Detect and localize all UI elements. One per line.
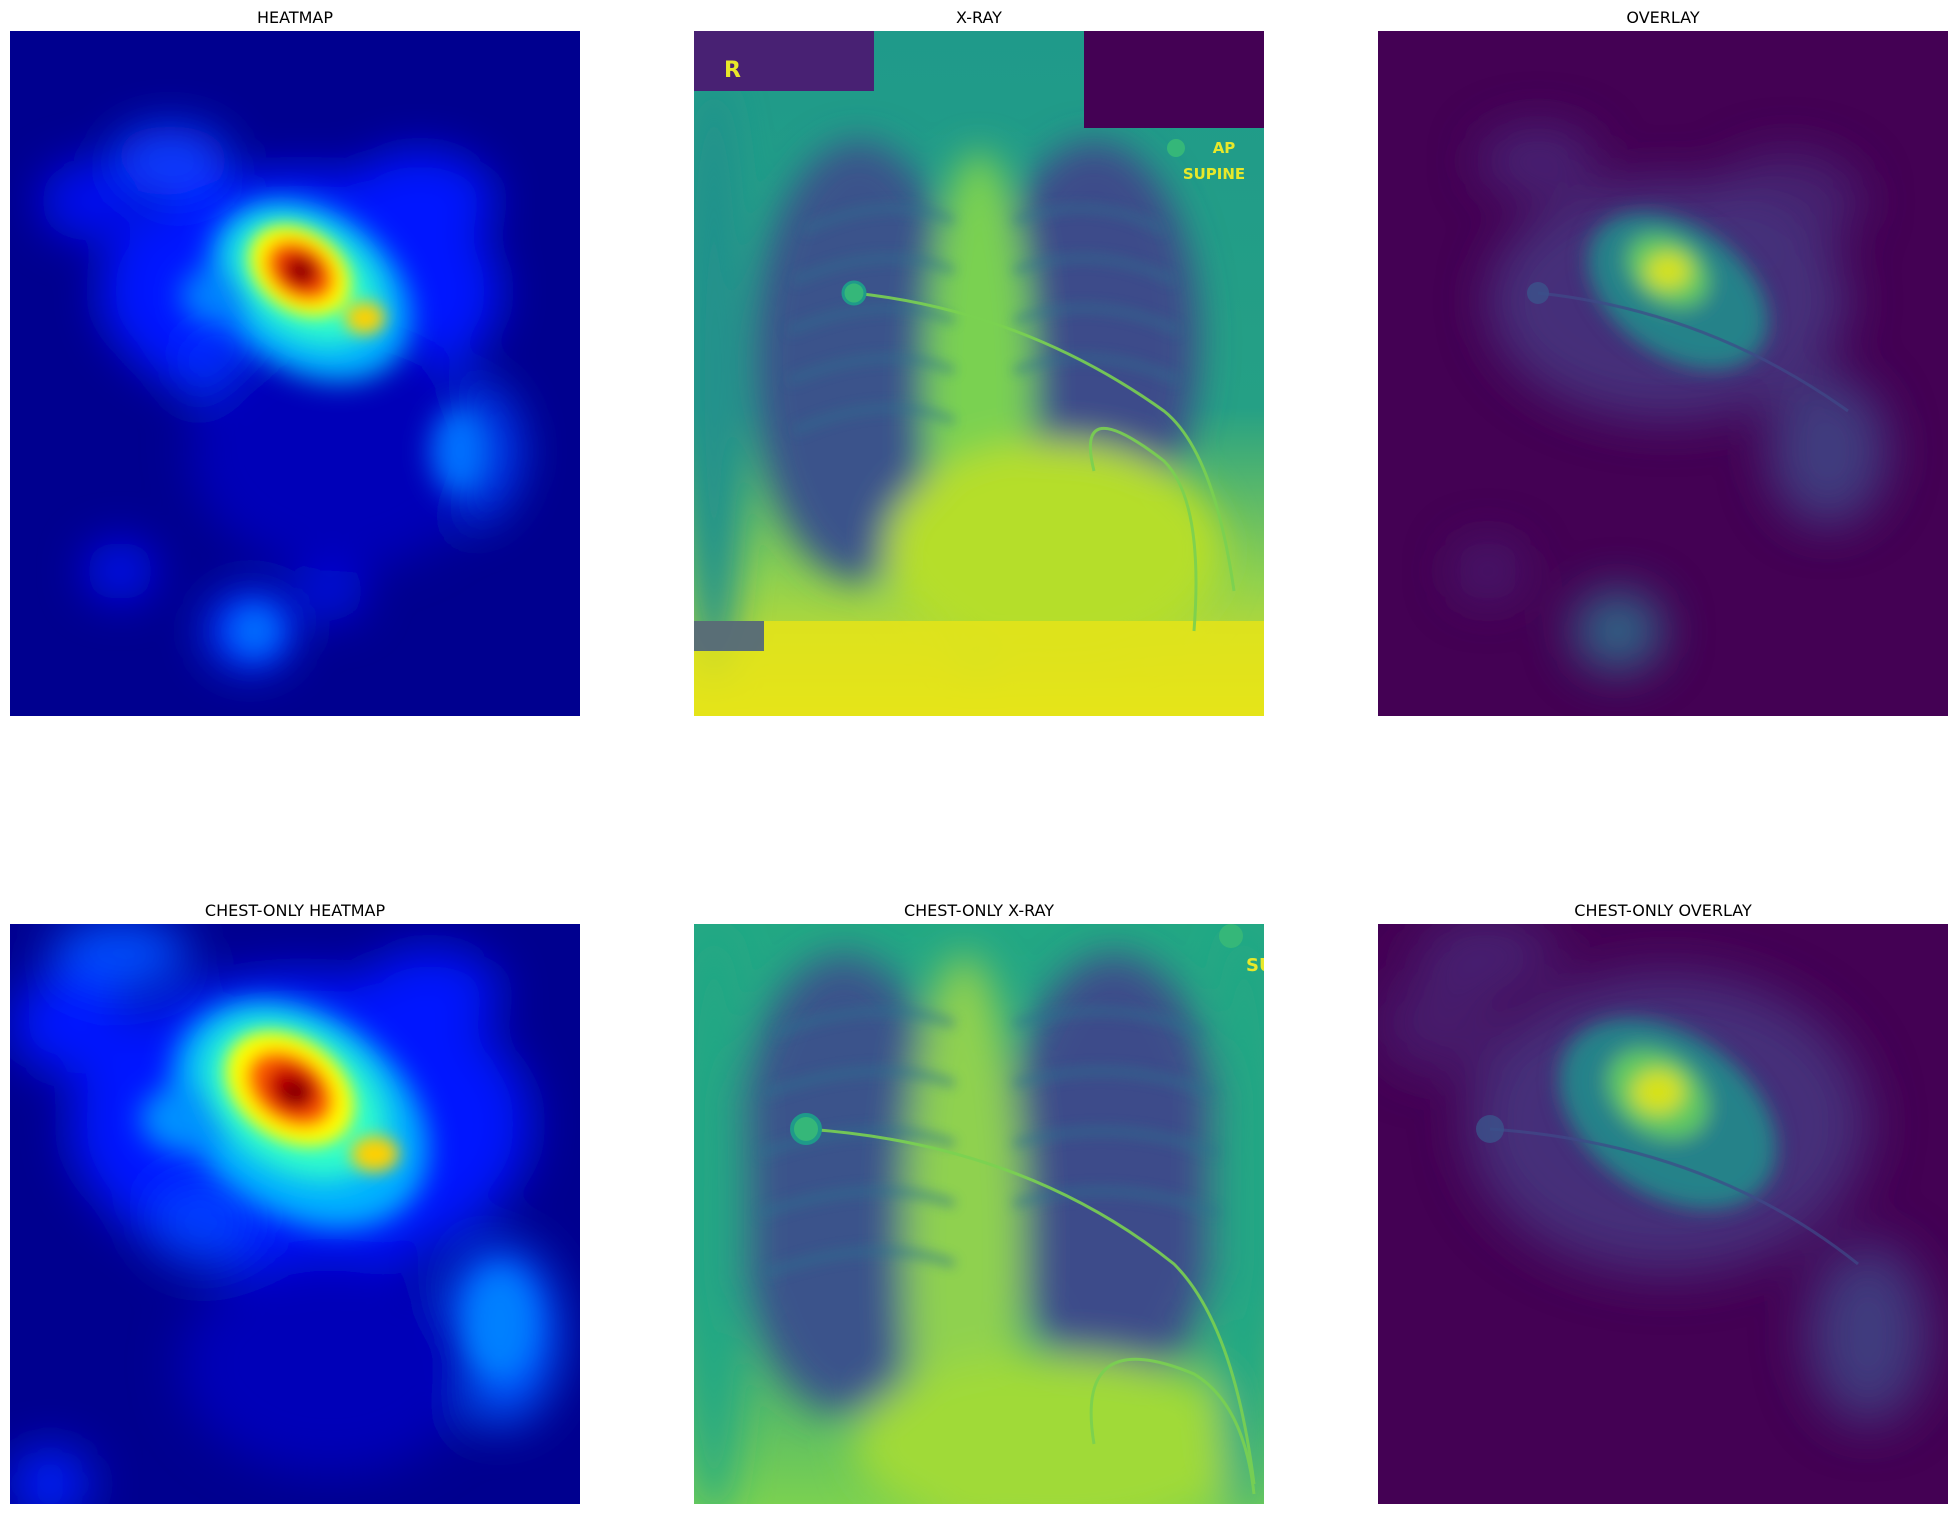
chest-heatmap-title: CHEST-ONLY HEATMAP — [204, 901, 386, 920]
xray-image: R AP SUPINE — [694, 31, 1264, 716]
chest-xray-image: SU — [694, 924, 1264, 1504]
chest-overlay-image — [1378, 924, 1948, 1504]
chest-overlay-title: CHEST-ONLY OVERLAY — [1574, 901, 1752, 920]
heatmap-image — [10, 31, 580, 716]
chest-xray-title: CHEST-ONLY X-RAY — [903, 901, 1055, 920]
xray-projection-label: AP — [1213, 139, 1236, 157]
chest-xray-cropped-label: SU — [1246, 955, 1264, 976]
xray-side-marker: R — [724, 58, 741, 83]
overlay-title: OVERLAY — [1626, 8, 1700, 27]
xray-title: X-RAY — [956, 8, 1002, 27]
overlay-image — [1378, 31, 1948, 716]
heatmap-title: HEATMAP — [256, 8, 333, 27]
xray-position-label: SUPINE — [1183, 165, 1245, 183]
chest-heatmap-image — [10, 924, 580, 1504]
